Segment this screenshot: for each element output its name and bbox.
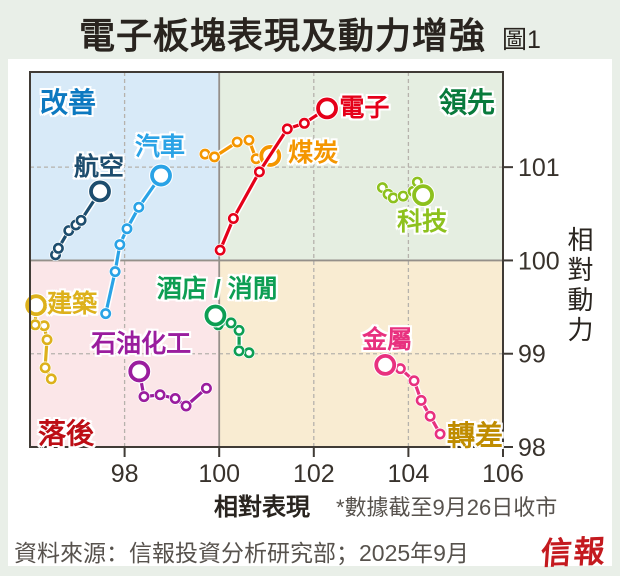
trail-marker (138, 391, 150, 403)
trail-marker (227, 212, 239, 224)
trail-marker (408, 375, 420, 387)
trail-marker (133, 201, 145, 213)
source-line: 資料來源：信報投資分析研究部；2025年9月 (14, 540, 469, 566)
trail-marker (41, 334, 53, 346)
series-electronics (213, 96, 340, 257)
series-technology (376, 175, 436, 208)
y-axis-title: 相對動力 (564, 226, 594, 346)
series-label-hotel-leisure: 酒店 / 消閒 (156, 274, 278, 303)
trail-marker (225, 317, 237, 329)
trail-marker (397, 190, 409, 202)
head-marker (150, 164, 172, 187)
series-aviation (49, 179, 113, 262)
rrg-chart: 98 100 102 104 106 98 99 100 101 相對表現 *數據截至9月26日… (0, 58, 620, 521)
series-metals (373, 352, 447, 441)
series-label-electronics: 電子 (339, 93, 390, 122)
title-row: 電子板塊表現及動力增強 圖1 (0, 7, 620, 59)
trail-marker (169, 392, 181, 404)
series-automobile (99, 163, 174, 320)
trail-marker (424, 410, 436, 422)
trail-marker (52, 242, 64, 254)
x-tick-label-100: 100 (198, 460, 240, 488)
trail-marker (180, 400, 192, 412)
trail-marker (298, 117, 310, 129)
trail-marker (75, 214, 87, 226)
trail-marker (109, 266, 121, 278)
trail-marker (200, 382, 212, 394)
y-tick-label-99: 99 (518, 341, 546, 369)
plot-border (29, 71, 504, 448)
trail-marker (243, 134, 255, 146)
trail-marker (243, 347, 255, 359)
quadrant-label-weakening: 轉差 (447, 420, 504, 451)
trail-marker (199, 148, 211, 160)
trail-marker (100, 308, 112, 320)
quadrant-label-lagging: 落後 (38, 418, 95, 449)
x-tick-label-104: 104 (388, 460, 430, 488)
head-marker (412, 184, 434, 207)
series-hotel-leisure (203, 303, 256, 359)
series-label-technology: 科技 (397, 208, 448, 237)
head-marker (128, 360, 151, 383)
trail-marker (415, 394, 427, 406)
trail-marker (29, 319, 41, 331)
quadrant-label-leading: 領先 (439, 87, 496, 118)
trail-marker (39, 362, 51, 374)
trail-marker (214, 244, 226, 256)
trail-marker (233, 345, 245, 357)
trail-marker (231, 136, 243, 148)
series-petrochemical (127, 359, 213, 413)
gridlines (30, 72, 503, 447)
head-marker (204, 304, 227, 327)
trail-marker (253, 166, 265, 178)
trail-marker (387, 192, 399, 204)
trail-marker (434, 428, 446, 440)
series-label-construction: 建築 (47, 290, 98, 319)
head-marker (89, 180, 111, 203)
center-crosshair (30, 72, 503, 447)
x-tick-label-98: 98 (111, 460, 139, 488)
y-tick-label-98: 98 (518, 434, 546, 462)
figure-tag: 圖1 (502, 26, 541, 54)
x-axis-title: 相對表現 (214, 494, 310, 521)
head-marker (316, 97, 338, 120)
trail-marker (208, 151, 220, 163)
tick-marks (123, 166, 513, 457)
x-tick-label-102: 102 (293, 460, 335, 488)
series-label-automobile: 汽車 (135, 132, 186, 161)
series-label-aviation: 航空 (74, 153, 125, 182)
x-tick-label-106: 106 (482, 460, 524, 488)
y-tick-label-101: 101 (518, 154, 560, 182)
page-title: 電子板塊表現及動力增強 (79, 15, 487, 56)
y-tick-label-100: 100 (518, 247, 560, 275)
trail-marker (281, 123, 293, 135)
hkej-logo: 信報 (539, 533, 608, 572)
series-label-metals: 金屬 (362, 325, 413, 354)
trail-marker (394, 363, 406, 375)
quadrant-label-improving: 改善 (40, 87, 97, 118)
series-label-coal: 煤炭 (288, 139, 339, 168)
data-cutoff-note: *數據截至9月26日收市 (336, 495, 558, 520)
trail-marker (121, 223, 133, 235)
trail-marker (114, 239, 126, 251)
quadrant-backgrounds (30, 72, 503, 447)
series-label-petrochemical: 石油化工 (91, 329, 192, 358)
head-marker (25, 294, 48, 317)
trail-marker (154, 389, 166, 401)
head-marker (374, 354, 397, 376)
trail-marker (45, 373, 57, 385)
trail-marker (233, 324, 245, 336)
trail-line (104, 173, 163, 316)
